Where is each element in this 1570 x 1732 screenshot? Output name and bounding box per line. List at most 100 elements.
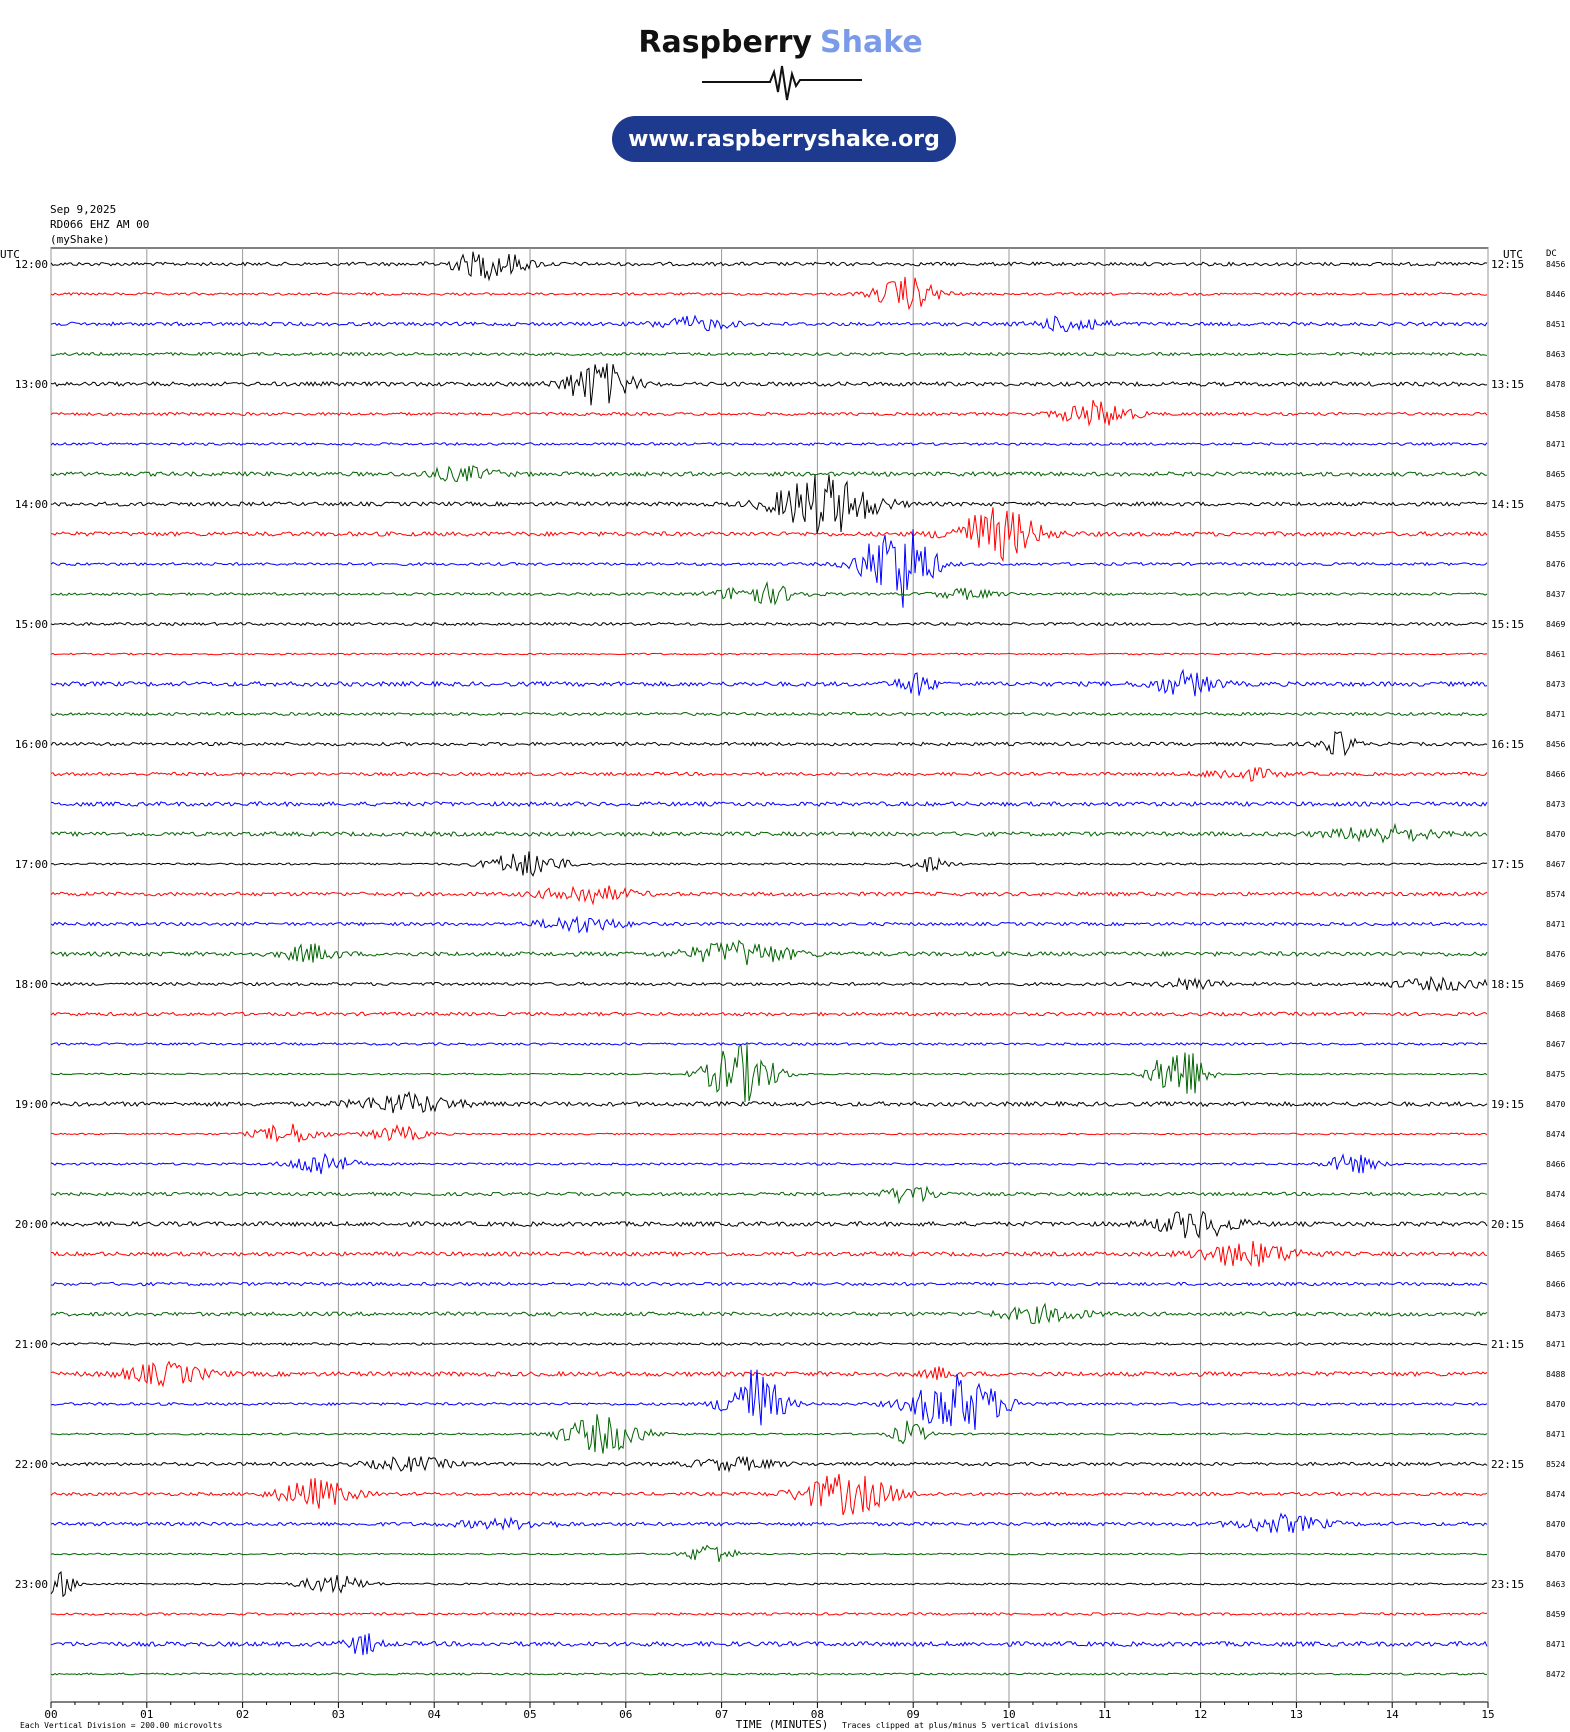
right-time-label: 16:15 [1491,738,1524,751]
dc-value: 8471 [1546,440,1565,449]
left-time-label: 20:00 [15,1218,48,1231]
dc-value: 8471 [1546,1340,1565,1349]
x-tick-label: 05 [523,1708,536,1721]
trace [50,1302,1488,1325]
x-axis-title: TIME (MINUTES) [736,1718,829,1731]
x-tick-label: 12 [1194,1708,1207,1721]
dc-value: 8473 [1546,680,1565,689]
trace [50,939,1488,966]
trace [50,975,1488,993]
trace [50,474,1488,534]
right-time-label: 19:15 [1491,1098,1524,1111]
left-time-label: 21:00 [15,1338,48,1351]
dc-value: 8471 [1546,920,1565,929]
x-tick-label: 07 [715,1708,728,1721]
trace [50,1473,1488,1516]
x-tick-label: 00 [44,1708,57,1721]
dc-value: 8456 [1546,260,1565,269]
dc-value: 8476 [1546,560,1565,569]
trace [50,1044,1488,1103]
dc-value: 8472 [1546,1670,1565,1679]
dc-value: 8466 [1546,770,1565,779]
trace [50,276,1488,311]
logo-wave [702,65,862,101]
url: www.raspberryshake.org [628,127,940,152]
dc-value: 8470 [1546,830,1565,839]
url-pill [612,116,956,162]
left-time-label: 16:00 [15,738,48,751]
dc-value: 8465 [1546,1250,1565,1259]
dc-value: 8471 [1546,710,1565,719]
trace [50,1455,1488,1473]
x-tick-label: 04 [428,1708,442,1721]
dc-value: 8473 [1546,800,1565,809]
dc-value: 8475 [1546,1070,1565,1079]
left-axis-title: UTC [0,248,20,261]
trace [50,731,1488,757]
x-tick-label: 08 [811,1708,824,1721]
x-tick-label: 11 [1098,1708,1111,1721]
trace [50,1369,1488,1430]
brand-first: Raspberry [638,25,812,60]
x-tick-label: 09 [907,1708,920,1721]
left-time-label: 13:00 [15,378,48,391]
trace [50,652,1488,656]
dc-value: 8471 [1546,1640,1565,1649]
dc-value: 8468 [1546,1010,1565,1019]
dc-value: 8466 [1546,1280,1565,1289]
trace [50,668,1488,697]
left-time-label: 18:00 [15,978,48,991]
trace [50,767,1488,782]
trace [50,1281,1488,1287]
dc-value: 8437 [1546,590,1565,599]
right-time-label: 13:15 [1491,378,1524,391]
dc-title: DC [1546,249,1557,259]
x-tick-label: 03 [332,1708,345,1721]
trace [50,441,1488,447]
right-time-label: 23:15 [1491,1578,1524,1591]
right-axis-title: UTC [1503,248,1523,261]
trace [50,800,1488,808]
info-station: RD066 EHZ AM 00 [50,218,149,231]
dc-value: 8474 [1546,1130,1565,1139]
trace [50,1512,1488,1534]
trace [50,1185,1488,1205]
dc-value: 8473 [1546,1310,1565,1319]
trace [50,885,1488,906]
dc-value: 8451 [1546,320,1565,329]
dc-value: 8488 [1546,1370,1565,1379]
trace [50,822,1488,844]
trace [50,1152,1488,1175]
clip-note: Traces clipped at plus/minus 5 vertical … [842,1721,1078,1730]
trace [50,621,1488,627]
dc-value: 8470 [1546,1100,1565,1109]
trace [50,1240,1488,1267]
dc-value: 8455 [1546,530,1565,539]
plot: 00 01 02 03 04 05 06 07 08 09 10 11 12 13 14 15 TIME (MI… [15,247,1565,1731]
right-time-label: 20:15 [1491,1218,1524,1231]
right-time-label: 22:15 [1491,1458,1524,1471]
trace [50,351,1488,357]
dc-value: 8470 [1546,1400,1565,1409]
trace [50,1123,1488,1143]
dc-value: 8475 [1546,500,1565,509]
dc-value: 8470 [1546,1520,1565,1529]
left-time-label: 14:00 [15,498,48,511]
trace [50,1011,1488,1017]
dc-value: 8456 [1546,740,1565,749]
dc-value: 8464 [1546,1220,1565,1229]
trace [50,580,1488,606]
left-time-label: 17:00 [15,858,48,871]
right-time-label: 17:15 [1491,858,1524,871]
x-tick-label: 14 [1386,1708,1400,1721]
trace [50,1042,1488,1046]
dc-value: 8474 [1546,1490,1565,1499]
right-time-label: 21:15 [1491,1338,1524,1351]
dc-value: 8478 [1546,380,1565,389]
dc-value: 8461 [1546,650,1565,659]
right-time-label: 15:15 [1491,618,1524,631]
right-time-label: 18:15 [1491,978,1524,991]
dc-value: 8446 [1546,290,1565,299]
dc-value: 8463 [1546,350,1565,359]
